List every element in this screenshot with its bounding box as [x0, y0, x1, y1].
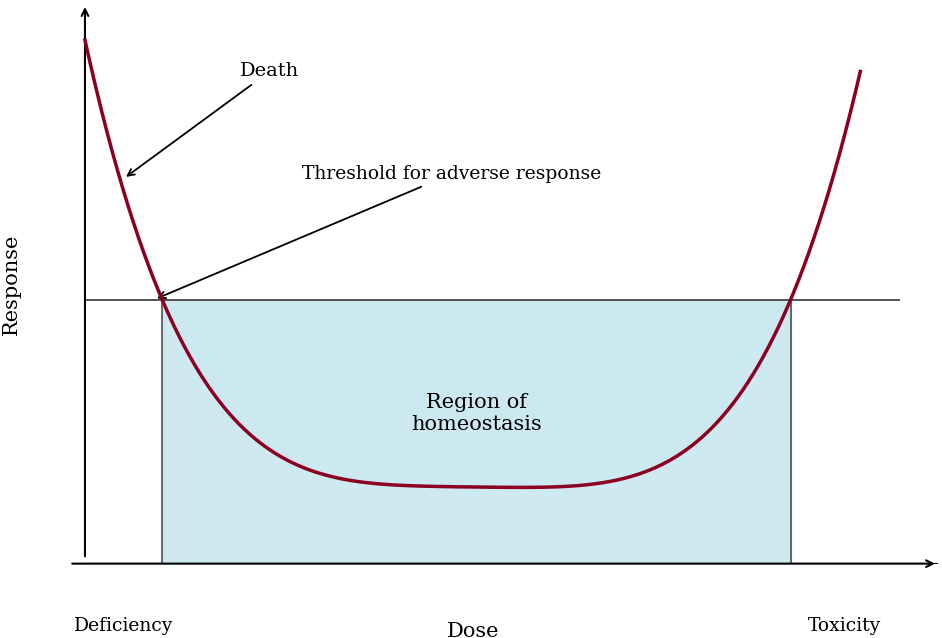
Text: Response: Response: [2, 234, 21, 334]
Text: Threshold for adverse response: Threshold for adverse response: [159, 165, 601, 298]
Text: Region of
homeostasis: Region of homeostasis: [411, 393, 542, 434]
Text: Deficiency: Deficiency: [73, 618, 173, 635]
Text: Toxicity: Toxicity: [808, 618, 882, 635]
Text: Dose: Dose: [447, 622, 499, 638]
Text: Death: Death: [127, 63, 300, 175]
